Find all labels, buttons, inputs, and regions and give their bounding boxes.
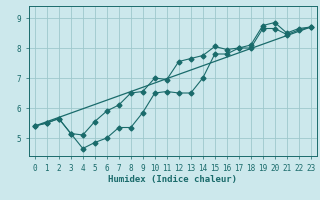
X-axis label: Humidex (Indice chaleur): Humidex (Indice chaleur) bbox=[108, 175, 237, 184]
